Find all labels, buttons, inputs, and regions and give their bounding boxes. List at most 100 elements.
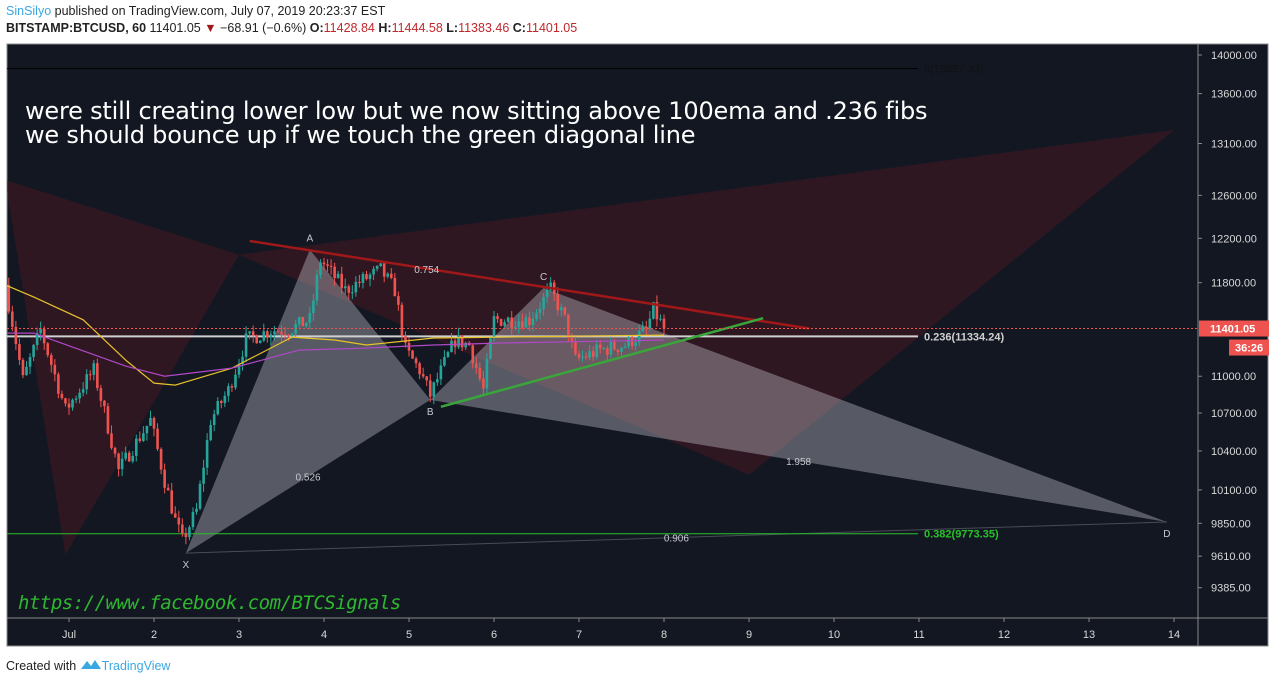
price-tick-label: 13600.00 xyxy=(1211,89,1257,101)
candle-down xyxy=(453,340,457,347)
price-tick-label: 10700.00 xyxy=(1211,408,1257,420)
candle-down xyxy=(103,400,106,407)
candle-down xyxy=(96,363,99,389)
candle-up xyxy=(216,401,220,415)
candle-up xyxy=(637,330,641,343)
candle-down xyxy=(577,354,581,358)
candle-up xyxy=(205,440,209,468)
candle-down xyxy=(276,331,280,333)
candle-down xyxy=(230,386,234,388)
candle-up xyxy=(542,297,545,309)
pattern-point-a: A xyxy=(306,234,313,245)
created-with-text: Created with xyxy=(6,659,77,673)
author-link[interactable]: SinSilyo xyxy=(6,4,52,18)
pattern-point-c: C xyxy=(540,272,547,283)
candle-up xyxy=(506,317,510,323)
candle-up xyxy=(35,333,39,345)
close-label: C: xyxy=(512,21,526,35)
candle-up xyxy=(432,382,436,397)
candle-up xyxy=(78,392,81,399)
candle-down xyxy=(7,284,11,312)
price-tick-label: 9610.00 xyxy=(1211,551,1251,563)
price-tick-label: 11000.00 xyxy=(1211,371,1256,383)
close-value: 11401.05 xyxy=(525,21,578,35)
candle-up xyxy=(241,356,244,365)
candle-down xyxy=(570,337,574,342)
candle-up xyxy=(273,331,276,335)
candle-down xyxy=(510,317,514,328)
candle-down xyxy=(184,533,188,538)
candle-up xyxy=(81,389,85,393)
red-pattern-triangle xyxy=(239,130,1174,475)
candle-down xyxy=(478,367,482,379)
time-tick-label: 13 xyxy=(1083,629,1095,641)
candle-up xyxy=(535,312,538,319)
price-tick-label: 12200.00 xyxy=(1211,233,1257,245)
tradingview-link[interactable]: TradingView xyxy=(101,659,171,673)
time-tick-label: 9 xyxy=(746,629,752,641)
footer: Created with TradingView xyxy=(6,658,170,673)
tradingview-logo-icon xyxy=(80,660,101,669)
candle-down xyxy=(414,358,418,364)
candle-down xyxy=(266,331,269,338)
candle-up xyxy=(503,322,506,326)
support-trendline xyxy=(440,316,764,409)
candle-up xyxy=(659,318,662,320)
countdown-label: 36:26 xyxy=(1235,343,1263,355)
countdown-badge xyxy=(1229,339,1269,356)
candle-down xyxy=(567,314,570,338)
symbol: BITSTAMP:BTCUSD, 60 xyxy=(6,21,147,35)
time-tick-label: 10 xyxy=(828,629,840,641)
candle-down xyxy=(340,273,344,289)
candle-up xyxy=(71,399,74,408)
candle-down xyxy=(613,341,616,350)
candle-down xyxy=(152,417,156,429)
candle-up xyxy=(149,417,152,426)
candle-down xyxy=(251,331,255,336)
candle-down xyxy=(397,296,400,305)
candle-up xyxy=(559,307,563,311)
xab-triangle xyxy=(185,249,431,554)
facebook-link[interactable]: https://www.facebook.com/BTCSignals xyxy=(18,592,401,614)
candle-down xyxy=(404,335,407,343)
candle-down xyxy=(326,264,329,266)
candle-down xyxy=(528,317,531,326)
candle-down xyxy=(177,517,181,525)
time-tick-label: 4 xyxy=(321,629,327,641)
candle-up xyxy=(191,511,195,528)
candle-up xyxy=(85,374,89,390)
candle-up xyxy=(641,326,645,331)
candle-down xyxy=(411,350,414,359)
pattern-point-b: B xyxy=(427,407,434,418)
price-tick-label: 14000.00 xyxy=(1211,50,1257,62)
candle-down xyxy=(389,273,393,278)
candle-up xyxy=(531,318,535,326)
candle-up xyxy=(227,386,230,396)
time-tick-label: 6 xyxy=(491,629,497,641)
candle-down xyxy=(644,326,648,329)
resistance-trendline xyxy=(249,239,810,330)
candle-up xyxy=(368,274,372,280)
candle-up xyxy=(198,483,202,509)
fib-level-label: 0(13857.33) xyxy=(924,64,983,76)
candle-down xyxy=(113,447,117,454)
open-value: 11428.84 xyxy=(323,21,375,35)
candle-down xyxy=(407,342,411,351)
candle-up xyxy=(595,344,599,357)
candle-down xyxy=(21,359,25,376)
candle-up xyxy=(312,300,315,314)
candle-up xyxy=(308,313,312,323)
candle-up xyxy=(297,317,301,325)
time-tick-label: 8 xyxy=(661,629,667,641)
candle-down xyxy=(474,363,478,368)
candle-up xyxy=(269,334,273,338)
candle-down xyxy=(425,376,429,381)
pattern-point-x: X xyxy=(183,560,190,571)
candle-up xyxy=(304,322,308,327)
candle-down xyxy=(11,311,14,327)
candle-down xyxy=(163,469,166,488)
price-tick-label: 10100.00 xyxy=(1211,485,1257,497)
candle-up xyxy=(634,342,637,347)
candle-up xyxy=(28,356,32,367)
